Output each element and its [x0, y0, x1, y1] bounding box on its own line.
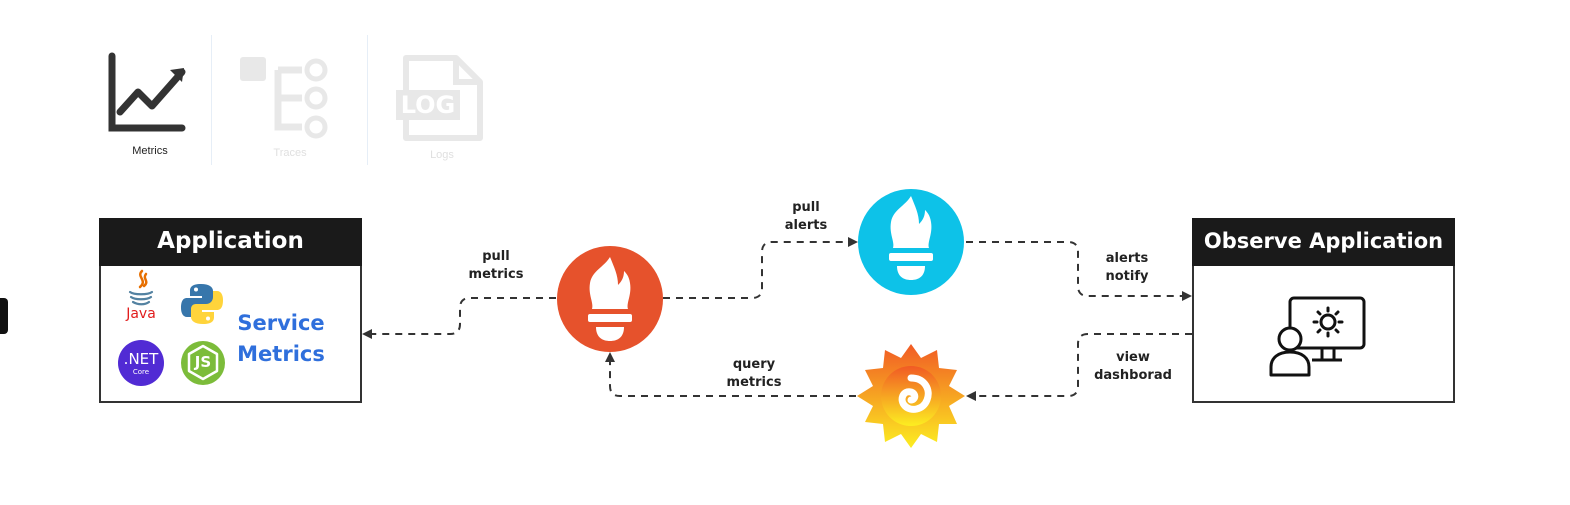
java-label: Java — [118, 306, 164, 322]
observe-application-title: Observe Application — [1192, 218, 1455, 266]
application-title: Application — [99, 218, 362, 266]
python-icon — [179, 281, 225, 327]
edge-label-alerts-notify: alerts notify — [1087, 250, 1167, 286]
service-line: Service — [232, 308, 330, 339]
nodejs-label: JS — [180, 353, 226, 371]
grafana-icon[interactable] — [855, 340, 967, 452]
service-metrics-label: Service Metrics — [232, 308, 330, 370]
edge-pull-alerts — [663, 242, 856, 298]
dotnet-label: .NET — [118, 350, 164, 368]
prometheus-icon[interactable] — [556, 245, 664, 353]
metrics-line: Metrics — [232, 339, 330, 370]
edge-label-pull-alerts: pull alerts — [766, 199, 846, 235]
java-icon: Java — [118, 268, 164, 326]
edge-label-query-metrics: query metrics — [709, 356, 799, 392]
dotnet-core-icon: .NET Core — [118, 340, 164, 386]
edge-tab — [0, 298, 8, 334]
alertmanager-icon[interactable] — [857, 188, 965, 296]
edge-label-view-dashboard: view dashborad — [1088, 349, 1178, 385]
user-monitor-gear-icon — [1268, 292, 1378, 382]
edge-pull-metrics — [364, 298, 556, 334]
edge-label-pull-metrics: pull metrics — [456, 248, 536, 284]
nodejs-icon: JS — [180, 340, 226, 386]
dotnet-sub-label: Core — [118, 368, 164, 376]
